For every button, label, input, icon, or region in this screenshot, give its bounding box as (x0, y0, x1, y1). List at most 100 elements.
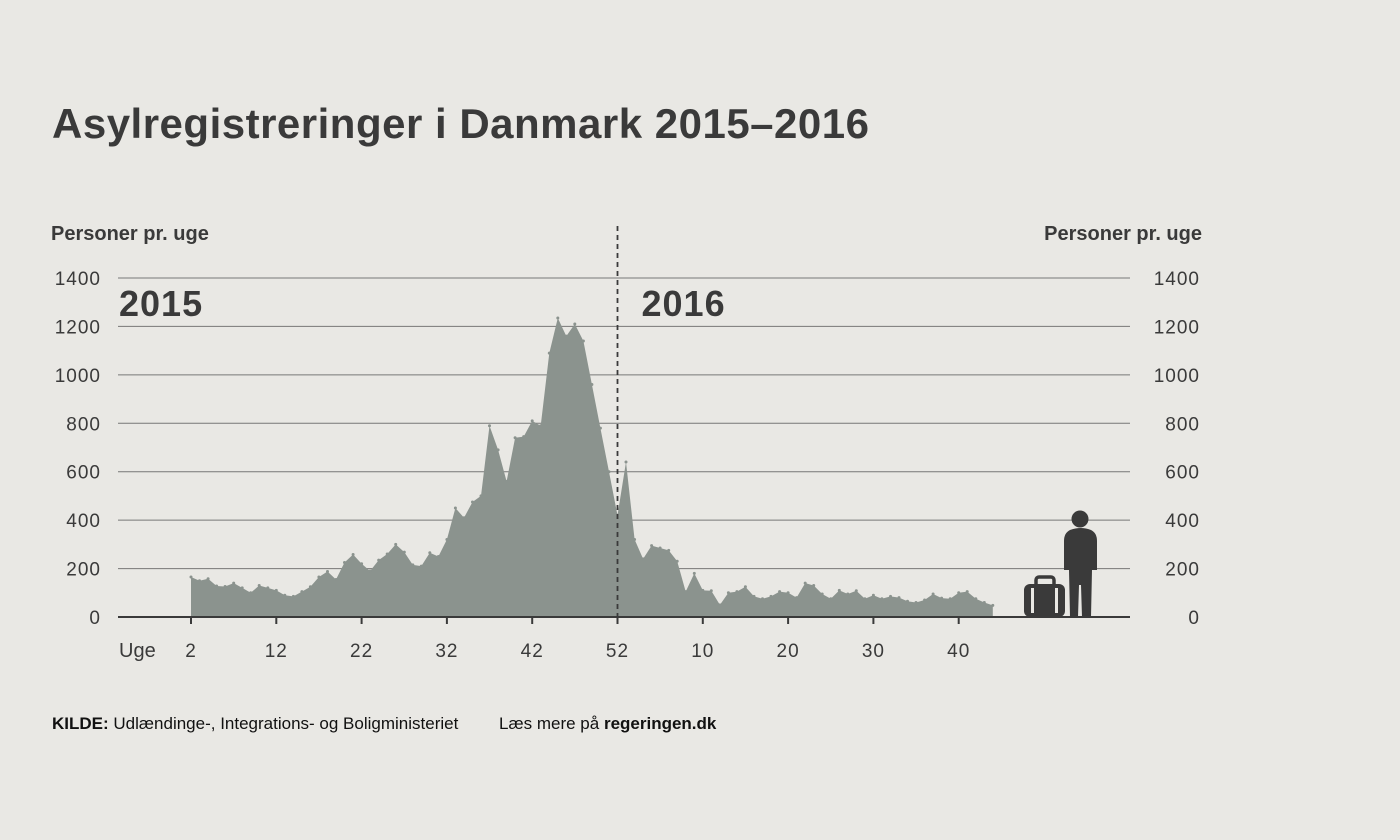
data-point (948, 597, 952, 601)
data-point (189, 575, 193, 579)
data-point (240, 586, 244, 590)
data-point (624, 460, 628, 464)
read-more-link[interactable]: regeringen.dk (603, 714, 717, 733)
data-point (488, 424, 491, 428)
area-series (191, 318, 993, 617)
data-point (701, 588, 705, 592)
x-tick-label: 20 (777, 641, 800, 662)
y-ticks-left: 0 200 400 600 800 1000 1200 1400 (55, 269, 101, 629)
data-point (837, 588, 841, 592)
data-point (496, 448, 500, 452)
data-point (257, 584, 261, 587)
footer: KILDE: Udlændinge-, Integrations- og Bol… (52, 714, 716, 734)
data-point (198, 579, 201, 583)
y-tick-label-left: 1200 (55, 317, 101, 338)
data-point (897, 596, 901, 600)
data-point (735, 590, 739, 594)
y-tick-label-right: 0 (1188, 608, 1200, 629)
data-point (334, 578, 338, 581)
y-tick-label-right: 1200 (1154, 317, 1200, 338)
data-point (965, 590, 969, 594)
data-point (692, 571, 696, 575)
y-axis-title-right: Personer pr. uge (1044, 223, 1202, 245)
data-point (769, 594, 773, 598)
data-point (590, 383, 594, 386)
data-point (923, 598, 927, 602)
y-tick-label-right: 800 (1165, 414, 1200, 435)
data-point (957, 591, 961, 595)
data-point (385, 552, 389, 556)
data-point (633, 538, 637, 541)
data-point (820, 592, 824, 596)
year-label: 2016 (642, 283, 726, 324)
data-point (829, 597, 833, 601)
data-point (513, 436, 517, 440)
data-point (761, 597, 764, 601)
data-point (471, 500, 474, 504)
data-point (709, 589, 713, 593)
data-point (343, 561, 346, 564)
y-tick-label-right: 400 (1165, 511, 1200, 532)
data-point (547, 351, 551, 355)
y-tick-label-left: 600 (66, 463, 101, 484)
data-point (684, 590, 688, 594)
x-tick-label: 52 (606, 641, 629, 662)
data-point (812, 584, 816, 587)
data-point (266, 586, 270, 590)
data-point (726, 591, 730, 595)
data-point (283, 593, 287, 597)
data-point (846, 592, 850, 596)
data-point (982, 601, 986, 604)
y-tick-label-right: 600 (1165, 463, 1200, 484)
data-point (889, 594, 892, 598)
y-tick-label-right: 1400 (1154, 269, 1200, 290)
data-point (436, 555, 440, 558)
y-ticks-right: 0 200 400 600 800 1000 1200 1400 (1154, 269, 1200, 629)
data-point (377, 558, 381, 562)
data-point (453, 506, 457, 510)
data-point (641, 557, 645, 561)
data-point (914, 601, 918, 604)
data-point (564, 334, 568, 338)
data-points (189, 316, 995, 607)
data-point (539, 424, 543, 428)
data-point (658, 546, 662, 550)
x-axis-title: Uge (119, 640, 156, 662)
x-tick-label: 10 (691, 641, 714, 662)
data-point (351, 553, 355, 556)
data-point (752, 594, 756, 598)
y-tick-label-left: 200 (66, 560, 101, 581)
data-point (308, 585, 312, 589)
data-point (667, 548, 671, 552)
data-point (402, 550, 406, 554)
x-tick-label: 40 (947, 641, 970, 662)
y-tick-label-left: 1400 (55, 269, 101, 290)
y-tick-label-left: 0 (89, 608, 101, 629)
person-icon (1064, 510, 1097, 617)
data-point (249, 591, 253, 595)
data-point (931, 592, 935, 596)
data-point (445, 538, 449, 541)
data-point (778, 590, 782, 594)
x-tick-label: 42 (521, 641, 544, 662)
source-text: Udlændinge-, Integrations- og Boligminis… (113, 714, 459, 733)
data-point (419, 564, 423, 568)
data-point (991, 603, 995, 607)
y-tick-label-right: 1000 (1154, 366, 1200, 387)
year-label: 2015 (119, 283, 203, 324)
data-point (291, 594, 295, 598)
data-point (854, 589, 858, 593)
x-tick-label: 32 (435, 641, 458, 662)
data-point (573, 322, 577, 326)
data-point (880, 597, 884, 601)
data-point (368, 569, 372, 573)
x-tick-label: 22 (350, 641, 373, 662)
data-point (360, 562, 364, 566)
data-point (743, 585, 747, 589)
data-point (522, 435, 526, 439)
y-tick-label-left: 400 (66, 511, 101, 532)
page-title: Asylregistreringer i Danmark 2015–2016 (52, 100, 870, 147)
data-point (462, 516, 466, 520)
